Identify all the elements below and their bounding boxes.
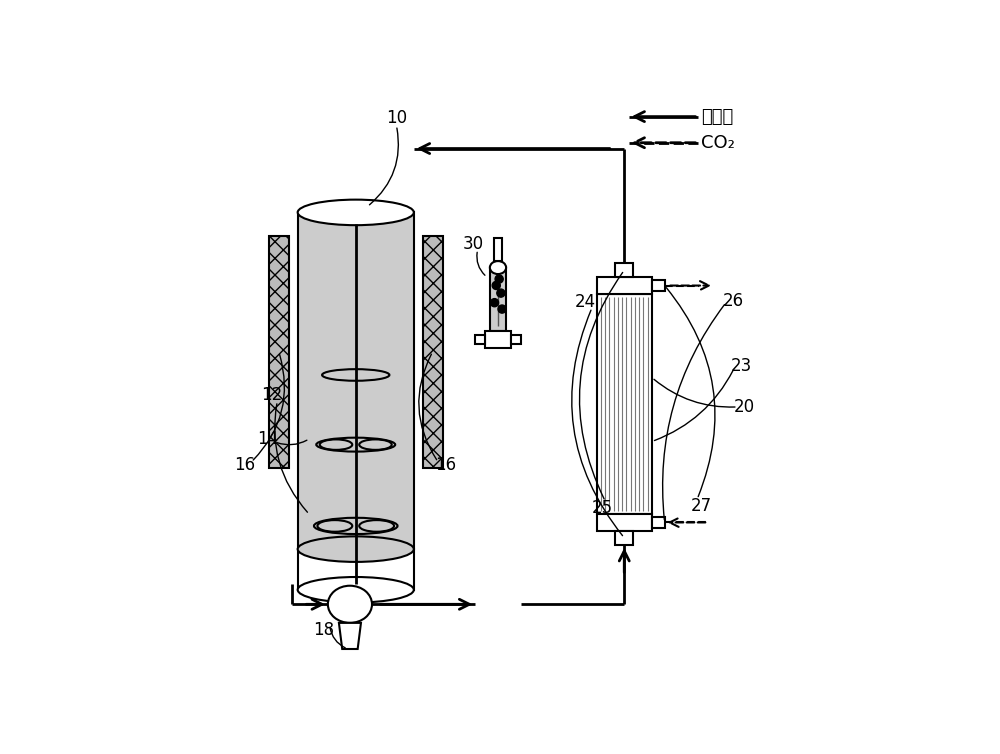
- Bar: [511, 335, 521, 344]
- Bar: [615, 263, 633, 277]
- Bar: [597, 514, 652, 531]
- Ellipse shape: [298, 536, 414, 562]
- Text: 培养基: 培养基: [701, 108, 733, 126]
- Text: 23: 23: [731, 357, 752, 375]
- Ellipse shape: [490, 261, 506, 274]
- Bar: [490, 268, 506, 332]
- Text: 12: 12: [261, 386, 282, 404]
- Text: 25: 25: [592, 499, 613, 517]
- Bar: [298, 213, 414, 549]
- Bar: [494, 238, 502, 261]
- Bar: [269, 235, 289, 467]
- Text: 27: 27: [691, 497, 712, 514]
- Bar: [615, 531, 633, 545]
- Text: CO₂: CO₂: [701, 133, 735, 152]
- Polygon shape: [339, 623, 361, 649]
- Text: 30: 30: [462, 235, 484, 253]
- Text: 16: 16: [234, 456, 255, 474]
- Bar: [597, 294, 652, 514]
- Bar: [475, 335, 485, 344]
- Bar: [652, 516, 665, 529]
- Text: 24: 24: [575, 293, 596, 311]
- Circle shape: [495, 275, 503, 283]
- Bar: [652, 280, 665, 291]
- Bar: [423, 235, 443, 467]
- Text: 16: 16: [435, 456, 456, 474]
- Circle shape: [498, 305, 506, 313]
- Circle shape: [497, 289, 505, 297]
- Ellipse shape: [328, 586, 372, 623]
- Bar: [597, 277, 652, 293]
- Text: 10: 10: [386, 109, 407, 127]
- Ellipse shape: [298, 577, 414, 602]
- Circle shape: [492, 281, 500, 290]
- Bar: [298, 549, 414, 590]
- Text: 18: 18: [313, 621, 334, 639]
- Text: 14: 14: [257, 430, 278, 448]
- Ellipse shape: [298, 200, 414, 225]
- Bar: [485, 332, 511, 348]
- Circle shape: [490, 299, 499, 307]
- Text: 20: 20: [734, 398, 755, 416]
- Text: 26: 26: [723, 292, 744, 310]
